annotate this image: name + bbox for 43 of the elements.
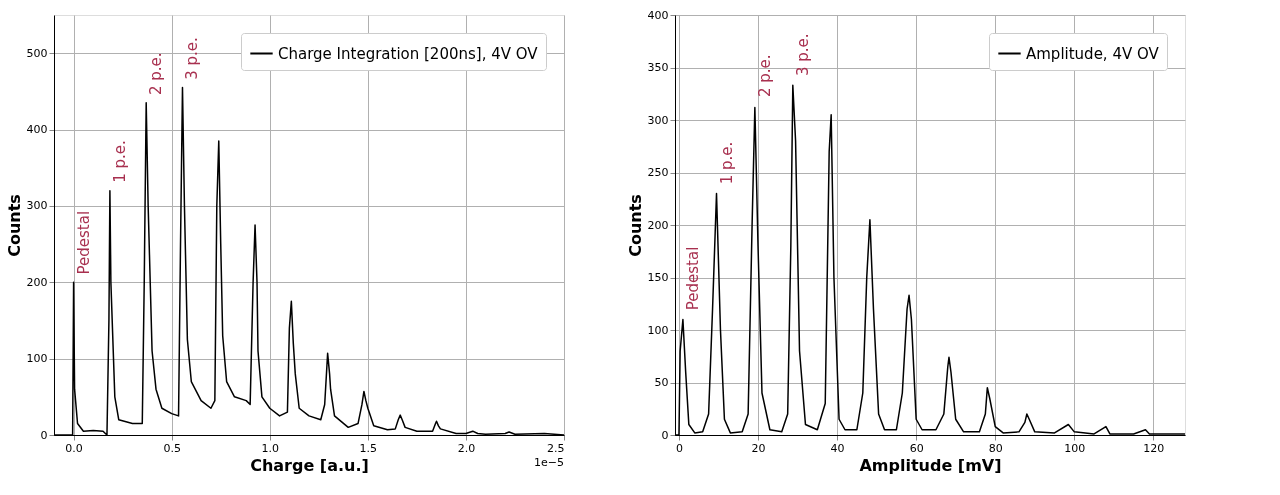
x-tick-label: 0 xyxy=(675,441,683,455)
x-tick-label: 100 xyxy=(1064,441,1086,455)
y-tick-label: 100 xyxy=(26,352,48,366)
y-tick-label: 300 xyxy=(647,113,669,127)
x-tick-label: 40 xyxy=(830,441,845,455)
legend-label: Amplitude, 4V OV xyxy=(1026,44,1160,63)
annotation: 3 p.e. xyxy=(183,37,202,80)
x-tick-label: 80 xyxy=(988,441,1003,455)
y-tick-label: 150 xyxy=(647,271,669,284)
text: 1e−5 xyxy=(534,456,564,469)
y-tick-label: 400 xyxy=(26,123,48,137)
x-tick-label: 1.5 xyxy=(359,441,378,455)
x-tick-label: 60 xyxy=(909,441,924,455)
y-tick-label: 0 xyxy=(661,428,669,442)
y-tick-label: 500 xyxy=(26,46,48,60)
y-axis-title: Counts xyxy=(4,194,24,257)
annotation: 1 p.e. xyxy=(110,140,129,183)
annotation: Pedestal xyxy=(683,246,702,311)
annotation: 3 p.e. xyxy=(793,33,812,77)
x-tick-label: 2.5 xyxy=(547,441,565,455)
y-tick-label: 300 xyxy=(26,199,48,213)
x-tick-label: 0.0 xyxy=(65,441,83,455)
x-tick-label: 1.0 xyxy=(261,441,280,455)
annotation: 2 p.e. xyxy=(147,52,166,95)
x-axis-title: Charge [a.u.] xyxy=(250,455,369,475)
annotation: Pedestal xyxy=(74,210,93,275)
y-tick-label: 100 xyxy=(647,323,669,337)
y-tick-label: 50 xyxy=(654,376,669,389)
y-tick-label: 200 xyxy=(26,275,48,289)
y-tick-label: 0 xyxy=(40,428,48,442)
y-axis-title: Counts xyxy=(625,194,645,257)
legend-label: Charge Integration [200ns], 4V OV xyxy=(278,44,539,63)
y-tick-label: 200 xyxy=(647,218,669,232)
x-tick-label: 2.0 xyxy=(457,441,476,455)
x-tick-label: 20 xyxy=(751,441,766,455)
y-tick-label: 250 xyxy=(647,166,669,179)
y-tick-label: 350 xyxy=(647,61,669,74)
x-tick-label: 120 xyxy=(1143,441,1165,455)
x-axis-title: Amplitude [mV] xyxy=(859,455,1002,475)
y-tick-label: 400 xyxy=(647,8,669,22)
annotation: 2 p.e. xyxy=(755,54,774,98)
x-tick-label: 0.5 xyxy=(163,441,181,455)
annotation: 1 p.e. xyxy=(717,141,736,185)
